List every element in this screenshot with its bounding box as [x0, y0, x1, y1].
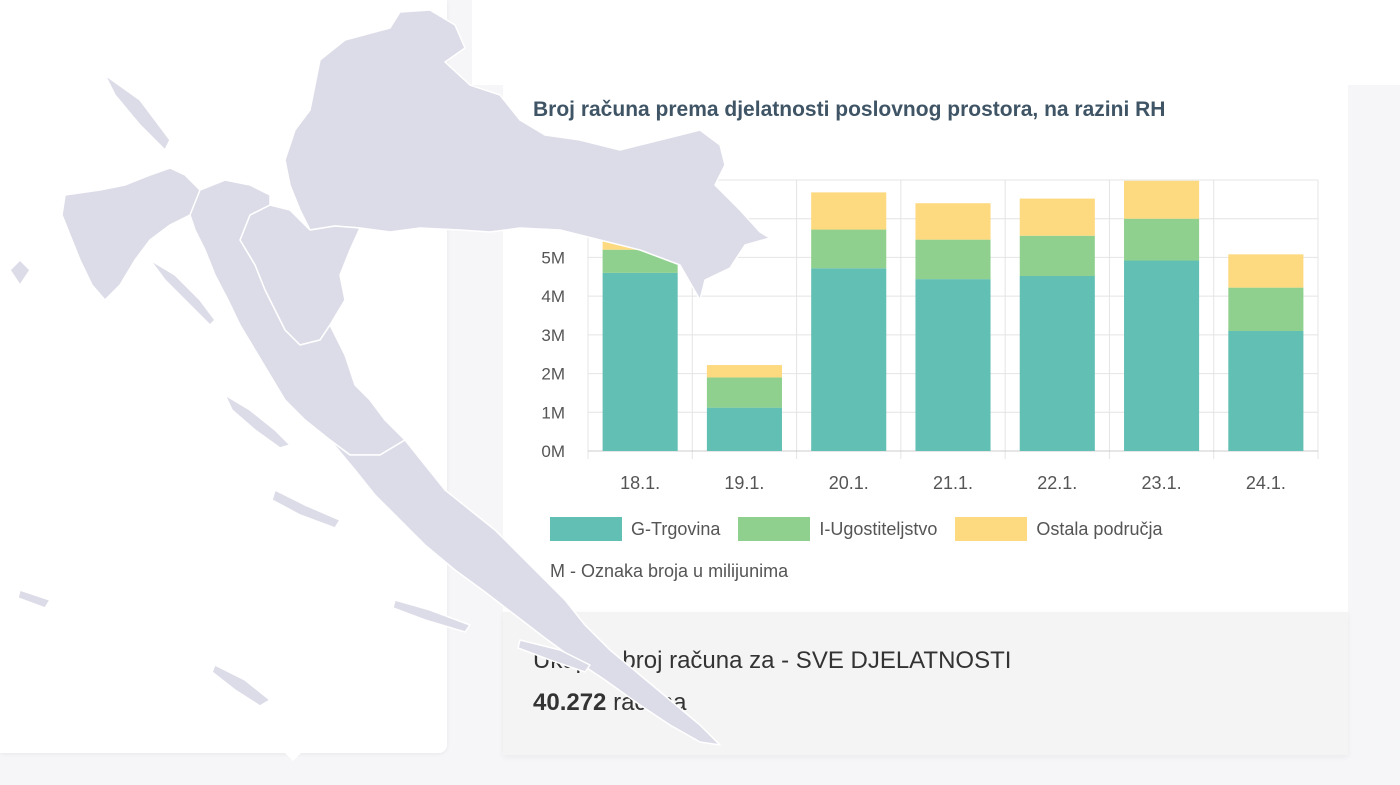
bar-segment-1 — [1019, 276, 1095, 451]
bar-segment-3 — [706, 365, 782, 378]
y-tick-label: 3M — [541, 326, 565, 345]
bar-segment-2 — [1228, 287, 1304, 331]
bar-segment-3 — [1228, 254, 1304, 288]
legend-label-ugostiteljstvo: I-Ugostiteljstvo — [819, 518, 938, 539]
bar-segment-3 — [1019, 198, 1095, 236]
x-tick-label: 20.1. — [829, 473, 869, 493]
bar-segment-2 — [1019, 235, 1095, 277]
x-tick-label: 24.1. — [1246, 473, 1286, 493]
y-tick-label: 0M — [541, 442, 565, 461]
legend-swatch-trgovina — [550, 517, 622, 541]
map-region-north[interactable] — [284, 9, 771, 301]
bar-segment-3 — [1124, 180, 1200, 219]
bar-segment-2 — [1124, 218, 1200, 261]
summary-total-number: 40.272 — [533, 689, 607, 716]
map-island-1[interactable] — [104, 74, 171, 151]
legend-label-trgovina: G-Trgovina — [631, 518, 721, 539]
legend-label-ostala: Ostala područja — [1036, 518, 1163, 539]
y-tick-label: 4M — [541, 287, 565, 306]
bar-segment-2 — [811, 229, 887, 269]
legend-item-ostala[interactable]: Ostala područja — [955, 517, 1162, 541]
legend-swatch-ugostiteljstvo — [738, 517, 811, 541]
map-island-7[interactable] — [517, 639, 591, 673]
x-tick-label: 19.1. — [724, 473, 764, 493]
map-island-6[interactable] — [392, 599, 471, 633]
map-region-istria[interactable] — [61, 167, 211, 301]
bar-segment-1 — [706, 407, 782, 451]
map-island-8[interactable] — [211, 664, 271, 707]
x-tick-label: 18.1. — [620, 473, 660, 493]
chart-card-top — [472, 0, 1400, 85]
map-region-dalmatia[interactable] — [329, 439, 721, 746]
bar-segment-1 — [811, 268, 887, 451]
map-card-pointer — [283, 751, 303, 761]
map-island-5[interactable] — [271, 489, 341, 529]
bar-segment-1 — [1228, 330, 1304, 451]
y-tick-label: 5M — [541, 248, 565, 267]
croatia-map — [9, 9, 771, 746]
y-tick-label: 2M — [541, 365, 565, 384]
bar-segment-1 — [602, 272, 678, 451]
bar-segment-1 — [1124, 260, 1200, 451]
x-tick-label: 21.1. — [933, 473, 973, 493]
map-island-2[interactable] — [149, 259, 216, 326]
bar-segment-3 — [811, 192, 887, 230]
legend-swatch-ostala — [955, 517, 1028, 541]
legend-item-trgovina[interactable]: G-Trgovina — [550, 517, 720, 541]
map-region-lika[interactable] — [189, 179, 406, 456]
map-island-3[interactable] — [9, 259, 31, 286]
chart-title: Broj računa prema djelatnosti poslovnog … — [533, 98, 1166, 121]
bar-segment-2 — [915, 239, 991, 280]
x-tick-label: 22.1. — [1037, 473, 1077, 493]
stacked-bar-chart: 0M 1M 2M 3M 4M 5M 18.1. 19.1. 20.1. 21.1. 22.1. 23.… — [541, 179, 1319, 493]
chart-footnote: M - Oznaka broja u milijunima — [550, 561, 789, 581]
chart-legend: G-Trgovina I-Ugostiteljstvo Ostala podru… — [550, 517, 1180, 541]
bar-segment-2 — [706, 377, 782, 408]
map-island-4[interactable] — [224, 394, 291, 449]
x-tick-label: 23.1. — [1142, 473, 1182, 493]
bar-segment-3 — [915, 203, 991, 240]
map-island-9[interactable] — [17, 589, 51, 609]
legend-item-ugostiteljstvo[interactable]: I-Ugostiteljstvo — [738, 517, 937, 541]
bar-segment-1 — [915, 279, 991, 451]
y-tick-label: 1M — [541, 403, 565, 422]
